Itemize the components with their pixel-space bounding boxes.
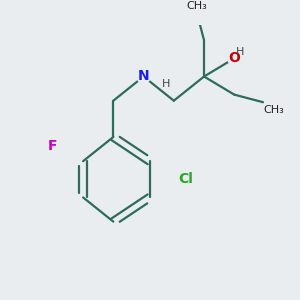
Circle shape	[177, 170, 195, 188]
Text: CH₃: CH₃	[186, 1, 207, 10]
Text: O: O	[228, 51, 240, 65]
Text: F: F	[48, 139, 58, 153]
Text: N: N	[138, 70, 149, 83]
Text: H: H	[162, 79, 170, 89]
Circle shape	[137, 70, 150, 83]
Text: Cl: Cl	[178, 172, 193, 186]
Text: CH₃: CH₃	[263, 105, 284, 115]
Circle shape	[47, 140, 59, 152]
Circle shape	[228, 52, 241, 65]
Text: H: H	[236, 47, 244, 57]
